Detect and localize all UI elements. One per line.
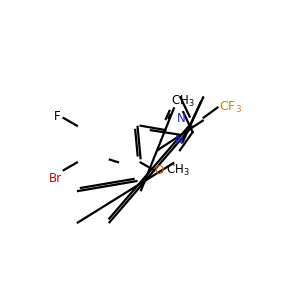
Text: N: N xyxy=(175,134,184,147)
Text: Br: Br xyxy=(49,172,62,184)
Text: CH$_3$: CH$_3$ xyxy=(171,94,195,109)
Text: N: N xyxy=(177,112,186,125)
Text: F: F xyxy=(53,110,60,123)
Text: CF$_3$: CF$_3$ xyxy=(219,100,242,115)
Text: CH$_3$: CH$_3$ xyxy=(166,163,190,178)
Text: O: O xyxy=(154,164,164,177)
